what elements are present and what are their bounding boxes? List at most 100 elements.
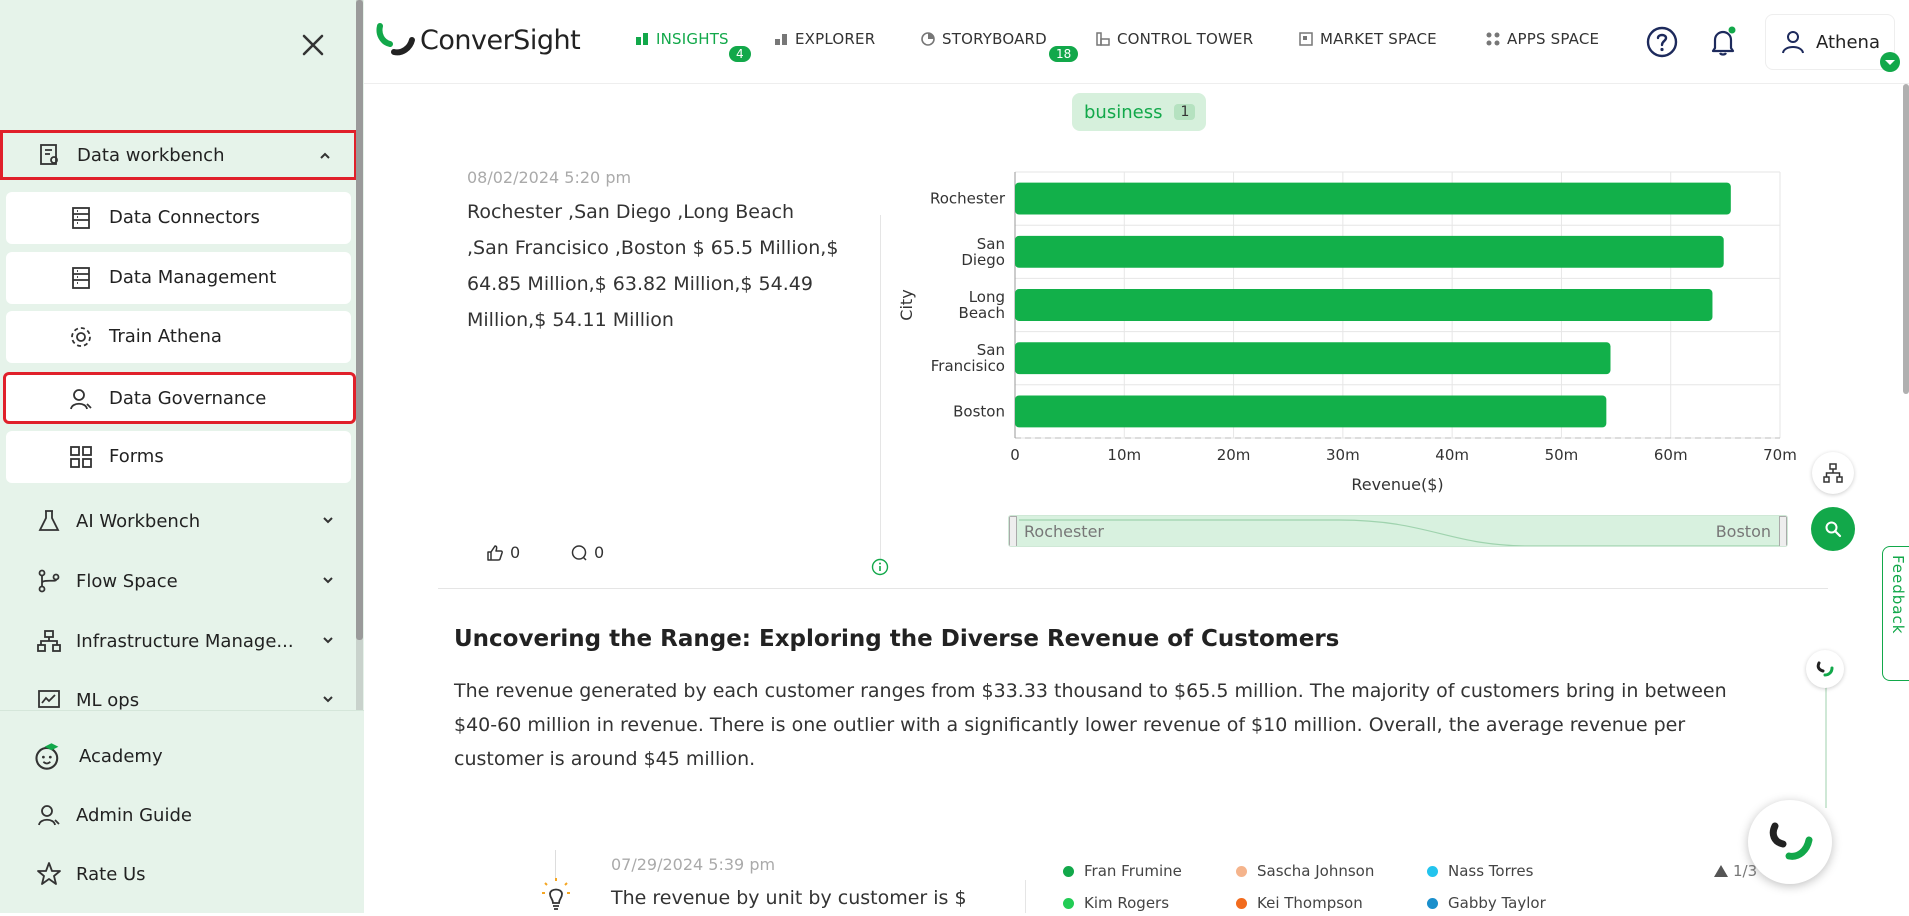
legend-label: Kim Rogers <box>1084 894 1170 912</box>
hierarchy-icon <box>1823 463 1843 483</box>
legend-swatch <box>1063 865 1074 877</box>
content-divider <box>438 588 1828 589</box>
sidebar-item-label: Academy <box>79 745 163 767</box>
info-icon[interactable] <box>871 558 889 576</box>
legend-item[interactable]: Nass Torres <box>1427 862 1533 880</box>
sidebar-item-academy[interactable]: Academy <box>0 732 357 780</box>
sidebar-item-ml-ops[interactable]: ML ops <box>0 676 357 724</box>
sidebar-subitem-label: Data Governance <box>109 388 267 409</box>
range-slider-handle-left[interactable] <box>1009 516 1017 546</box>
chevron-down-icon[interactable] <box>321 633 335 647</box>
legend-item[interactable]: Gabby Taylor <box>1427 894 1546 912</box>
thumbs-up-icon <box>487 544 503 561</box>
pager-prev-icon[interactable] <box>1713 864 1729 878</box>
legend-pager[interactable]: 1/3 <box>1713 862 1757 880</box>
legend-item[interactable]: Fran Frumine <box>1063 862 1182 880</box>
chevron-down-icon[interactable] <box>321 692 335 706</box>
legend-label: Gabby Taylor <box>1448 894 1546 912</box>
flask-icon <box>38 510 60 531</box>
tab-label: STORYBOARD <box>942 30 1047 48</box>
legend-label: Nass Torres <box>1448 862 1534 880</box>
search-button[interactable] <box>1811 507 1855 551</box>
insight-divider <box>1025 880 1026 913</box>
chevron-up-icon[interactable] <box>318 149 332 163</box>
feedback-tab[interactable]: Feedback <box>1882 546 1909 681</box>
tab-label: INSIGHTS <box>656 30 729 48</box>
sidebar-item-ai-workbench[interactable]: AI Workbench <box>0 497 357 545</box>
tab-label: MARKET SPACE <box>1320 30 1437 48</box>
comment-icon <box>571 544 587 561</box>
star-icon <box>37 862 61 885</box>
filter-pill-business[interactable]: business 1 <box>1072 93 1206 131</box>
range-slider-handle-right[interactable] <box>1779 516 1787 546</box>
insight-date: 08/02/2024 5:20 pm <box>467 168 632 187</box>
user-menu[interactable]: Athena <box>1765 14 1895 70</box>
tab-label: CONTROL TOWER <box>1117 30 1254 48</box>
insight-title: Uncovering the Range: Exploring the Dive… <box>454 626 1340 652</box>
top-navigation-bar: ConverSight INSIGHTS 4 EXPLORER STORYBOA… <box>364 0 1909 84</box>
revenue-bar-chart: RochesterSanDiegoLongBeachSanFrancisicoB… <box>897 171 1797 494</box>
chevron-down-icon[interactable] <box>321 573 335 587</box>
sidebar-scrollbar[interactable] <box>356 0 363 710</box>
help-icon[interactable] <box>1646 26 1678 58</box>
chart-y-tick-label: Rochester <box>930 190 1006 208</box>
filter-pill-label: business <box>1084 101 1163 123</box>
lightbulb-icon <box>542 878 570 910</box>
chart-y-tick-labels: RochesterSanDiegoLongBeachSanFrancisicoB… <box>930 190 1006 421</box>
sidebar-item-data-workbench[interactable]: Data workbench <box>0 130 357 180</box>
chatbot-launcher[interactable] <box>1748 800 1832 884</box>
storyboard-icon <box>921 32 935 46</box>
insight-date: 07/29/2024 5:39 pm <box>611 855 776 874</box>
chart-y-tick-label: Diego <box>961 251 1005 269</box>
tab-storyboard[interactable]: STORYBOARD <box>920 30 1047 48</box>
hierarchy-button[interactable] <box>1812 452 1854 494</box>
data-workbench-icon <box>40 144 58 165</box>
legend-item[interactable]: Kei Thompson <box>1236 894 1363 912</box>
timeline-bot-marker[interactable] <box>1806 650 1844 688</box>
sidebar-subitem-data-management[interactable]: Data Management <box>6 252 351 304</box>
chart-bar[interactable] <box>1015 395 1607 428</box>
sidebar-subitem-train-athena[interactable]: Train Athena <box>6 311 351 363</box>
sidebar-item-admin-guide[interactable]: Admin Guide <box>0 791 357 839</box>
chart-x-tick-labels: 0 10m 20m 30m 40m 50m 60m 70m <box>1010 446 1797 464</box>
user-dropdown-icon[interactable] <box>1880 52 1900 72</box>
legend-item[interactable]: Kim Rogers <box>1063 894 1169 912</box>
chart-bar[interactable] <box>1015 342 1611 375</box>
legend-swatch <box>1236 865 1247 877</box>
chart-bar[interactable] <box>1015 182 1731 215</box>
sidebar-subitem-data-governance[interactable]: Data Governance <box>3 372 356 424</box>
insights-icon <box>636 33 648 45</box>
like-count: 0 <box>510 543 521 562</box>
user-icon <box>1782 31 1804 54</box>
insight-text-line: Million,$ 54.11 Million <box>467 309 674 331</box>
comment-count: 0 <box>594 543 605 562</box>
close-icon[interactable] <box>298 30 328 60</box>
tab-control-tower[interactable]: CONTROL TOWER <box>1095 30 1253 48</box>
chart-y-tick-label: San <box>977 235 1005 253</box>
chart-x-tick-label: 60m <box>1654 446 1688 464</box>
like-button[interactable]: 0 <box>486 543 520 562</box>
comment-button[interactable]: 0 <box>570 543 604 562</box>
chart-range-slider[interactable]: Rochester Boston <box>1008 515 1788 547</box>
legend-item[interactable]: Sascha Johnson <box>1236 862 1374 880</box>
tab-insights[interactable]: INSIGHTS <box>634 30 729 48</box>
legend-label: Kei Thompson <box>1257 894 1363 912</box>
chart-bar[interactable] <box>1015 289 1713 321</box>
chart-bar[interactable] <box>1015 235 1724 268</box>
tab-apps-space[interactable]: APPS SPACE <box>1485 30 1599 48</box>
filter-pill-count: 1 <box>1174 104 1196 120</box>
sidebar-item-infrastructure[interactable]: Infrastructure Manage... <box>0 617 357 665</box>
logo[interactable]: ConverSight <box>376 22 581 58</box>
chevron-down-icon[interactable] <box>321 513 335 527</box>
storyboard-badge: 18 <box>1049 46 1079 62</box>
sidebar-item-flow-space[interactable]: Flow Space <box>0 557 357 605</box>
tab-market-space[interactable]: MARKET SPACE <box>1298 30 1437 48</box>
bell-icon[interactable] <box>1707 26 1739 58</box>
sidebar-subitem-data-connectors[interactable]: Data Connectors <box>6 192 351 244</box>
page-scrollbar[interactable] <box>1903 84 1909 394</box>
tab-explorer[interactable]: EXPLORER <box>773 30 875 48</box>
bot-face-icon <box>1816 661 1834 677</box>
sidebar-subitem-forms[interactable]: Forms <box>6 431 351 483</box>
user-name: Athena <box>1816 31 1880 53</box>
sidebar-item-rate-us[interactable]: Rate Us <box>0 850 357 898</box>
